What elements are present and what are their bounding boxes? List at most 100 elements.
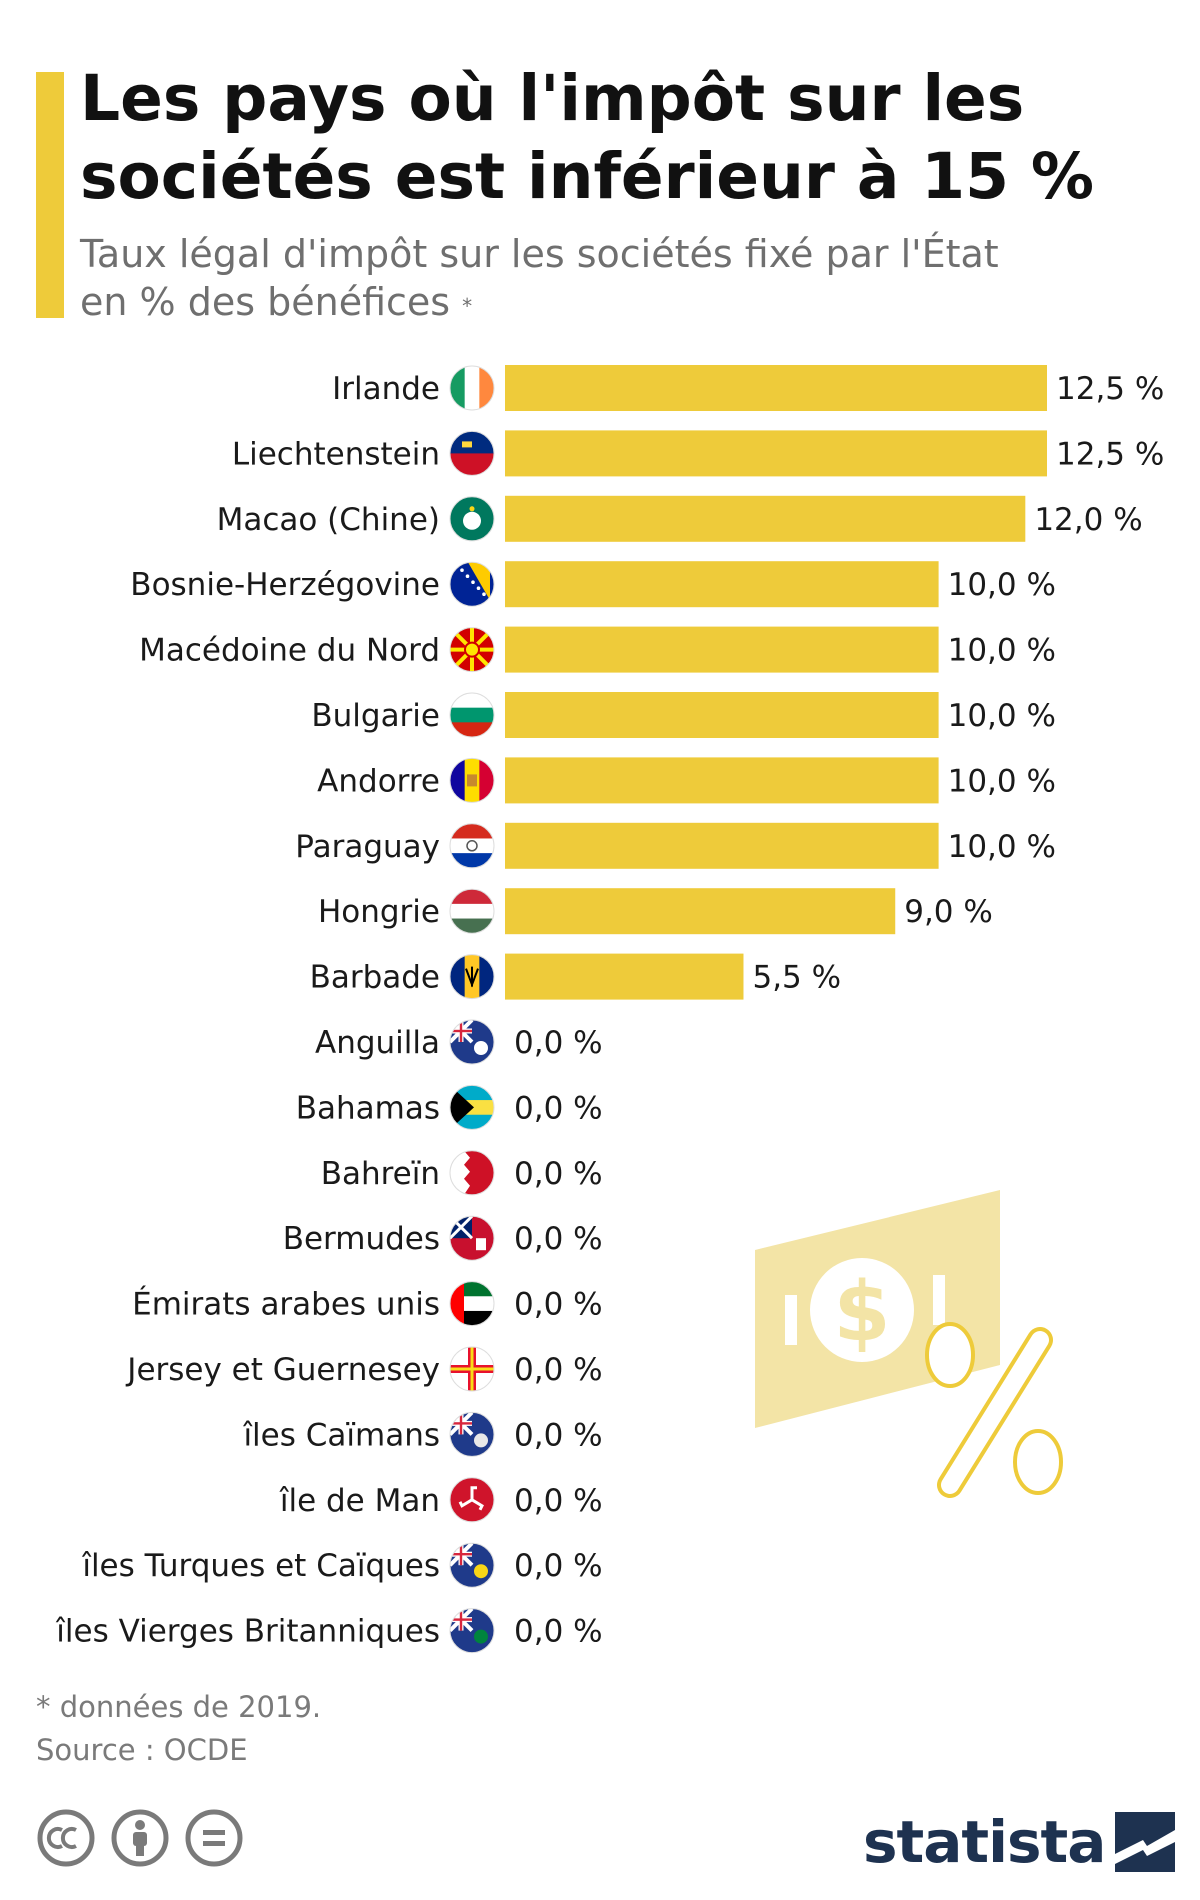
category-label: îles Turques et Caïques (81, 1548, 440, 1584)
flag-outline (449, 888, 495, 934)
value-label: 0,0 % (514, 1483, 603, 1519)
chart-row: Barbade 5,5 % (310, 953, 841, 1000)
chart-row: Bermudes 0,0 % (283, 1215, 603, 1261)
value-label: 10,0 % (948, 829, 1056, 865)
flag-cayman-islands-icon (450, 1412, 494, 1457)
money-bill-percent-icon: $ (755, 1190, 1063, 1498)
flag-outline (449, 1150, 495, 1196)
category-label: Bulgarie (311, 698, 440, 734)
bar (505, 822, 939, 869)
chart-row: îles Caïmans 0,0 % (242, 1411, 603, 1457)
value-label: 0,0 % (514, 1352, 603, 1388)
value-label: 0,0 % (514, 1417, 603, 1453)
bar (505, 561, 939, 608)
flag-bahrain-icon (450, 1150, 494, 1195)
value-label: 0,0 % (514, 1156, 603, 1192)
flag-outline (449, 1215, 495, 1261)
chart-row: Liechtenstein 12,5 % (232, 430, 1164, 477)
flag-outline (449, 692, 495, 738)
flag-outline (449, 823, 495, 869)
category-label: Bermudes (283, 1221, 440, 1257)
percent-dot-top (925, 1322, 975, 1388)
value-label: 12,5 % (1056, 436, 1164, 472)
category-label: Andorre (317, 763, 440, 799)
cc-icon[interactable] (36, 1808, 96, 1868)
value-label: 9,0 % (904, 894, 993, 930)
by-icon[interactable] (110, 1808, 170, 1868)
flag-outline (449, 1477, 495, 1523)
subtitle-line-1: Taux légal d'impôt sur les sociétés fixé… (80, 232, 999, 276)
title-accent-bar (36, 72, 64, 318)
flag-outline (449, 1346, 495, 1392)
chart-row: îles Vierges Britanniques 0,0 % (55, 1608, 603, 1654)
category-label: Liechtenstein (232, 436, 440, 472)
bar (505, 430, 1047, 477)
flag-outline (449, 561, 495, 607)
chart-row: Macédoine du Nord 10,0 % (139, 626, 1056, 673)
flag-bahamas-icon (450, 1085, 494, 1130)
statista-brand[interactable]: statista (863, 1808, 1176, 1876)
chart-row: Émirats arabes unis 0,0 % (132, 1281, 603, 1327)
value-label: 0,0 % (514, 1548, 603, 1584)
statista-logo-icon (1115, 1812, 1176, 1872)
category-label: Hongrie (318, 894, 440, 930)
category-label: îles Vierges Britanniques (55, 1614, 440, 1650)
flag-paraguay-icon (450, 823, 494, 868)
flag-uae-icon (450, 1281, 494, 1326)
value-label: 0,0 % (514, 1287, 603, 1323)
flag-outline (449, 1411, 495, 1457)
category-label: Anguilla (315, 1025, 440, 1061)
license-icons (36, 1808, 244, 1868)
percent-symbol (925, 1322, 1063, 1498)
flag-outline (449, 757, 495, 803)
flag-outline (449, 365, 495, 411)
flag-outline (449, 954, 495, 1000)
flag-bvi-icon (450, 1608, 494, 1653)
subtitle-line-2: en % des bénéfices (80, 280, 451, 324)
value-label: 10,0 % (948, 567, 1056, 603)
bar (505, 692, 939, 738)
footnote: * données de 2019. (36, 1690, 322, 1724)
flag-outline (449, 1019, 495, 1065)
category-label: Macao (Chine) (217, 502, 440, 538)
percent-slash-inner (941, 1331, 1049, 1494)
chart-subtitle: Taux légal d'impôt sur les sociétés fixé… (80, 230, 1080, 326)
flag-anguilla-icon (450, 1020, 494, 1064)
coin-circle (810, 1258, 914, 1362)
value-label: 0,0 % (514, 1221, 603, 1257)
flag-bulgaria-icon (450, 693, 494, 737)
flag-bosnia-icon (450, 562, 494, 607)
category-label: île de Man (279, 1483, 440, 1519)
category-label: Bahamas (296, 1090, 440, 1126)
chart-row: îles Turques et Caïques 0,0 % (81, 1542, 603, 1588)
flag-outline (449, 430, 495, 476)
value-label: 12,5 % (1056, 371, 1164, 407)
flag-outline (449, 1542, 495, 1588)
flag-outline (449, 496, 495, 542)
chart-row: Bosnie-Herzégovine 10,0 % (130, 561, 1056, 608)
bar (505, 888, 896, 935)
chart-row: Macao (Chine) 12,0 % (217, 495, 1143, 542)
percent-dot-bottom (1013, 1429, 1063, 1495)
flag-outline (449, 627, 495, 673)
chart-row: Jersey et Guernesey 0,0 % (125, 1346, 603, 1392)
chart-row: Andorre 10,0 % (317, 757, 1056, 804)
bill-mark-right (933, 1275, 945, 1325)
flag-macau-icon (450, 496, 494, 541)
bill-mark-left (785, 1295, 797, 1345)
bar (505, 757, 939, 804)
flag-liechtenstein-icon (450, 431, 494, 476)
category-label: Irlande (332, 371, 440, 407)
chart-row: île de Man 0,0 % (279, 1477, 603, 1523)
brand-name: statista (863, 1808, 1106, 1876)
category-label: Macédoine du Nord (139, 633, 440, 669)
chart-row: Bulgarie 10,0 % (311, 692, 1056, 738)
nd-icon[interactable] (184, 1808, 244, 1868)
value-label: 0,0 % (514, 1090, 603, 1126)
category-label: Barbade (310, 960, 440, 996)
value-label: 5,5 % (752, 960, 841, 996)
value-label: 10,0 % (948, 633, 1056, 669)
flag-outline (449, 1281, 495, 1327)
chart-row: Irlande 12,5 % (332, 365, 1164, 411)
bar (505, 495, 1026, 542)
